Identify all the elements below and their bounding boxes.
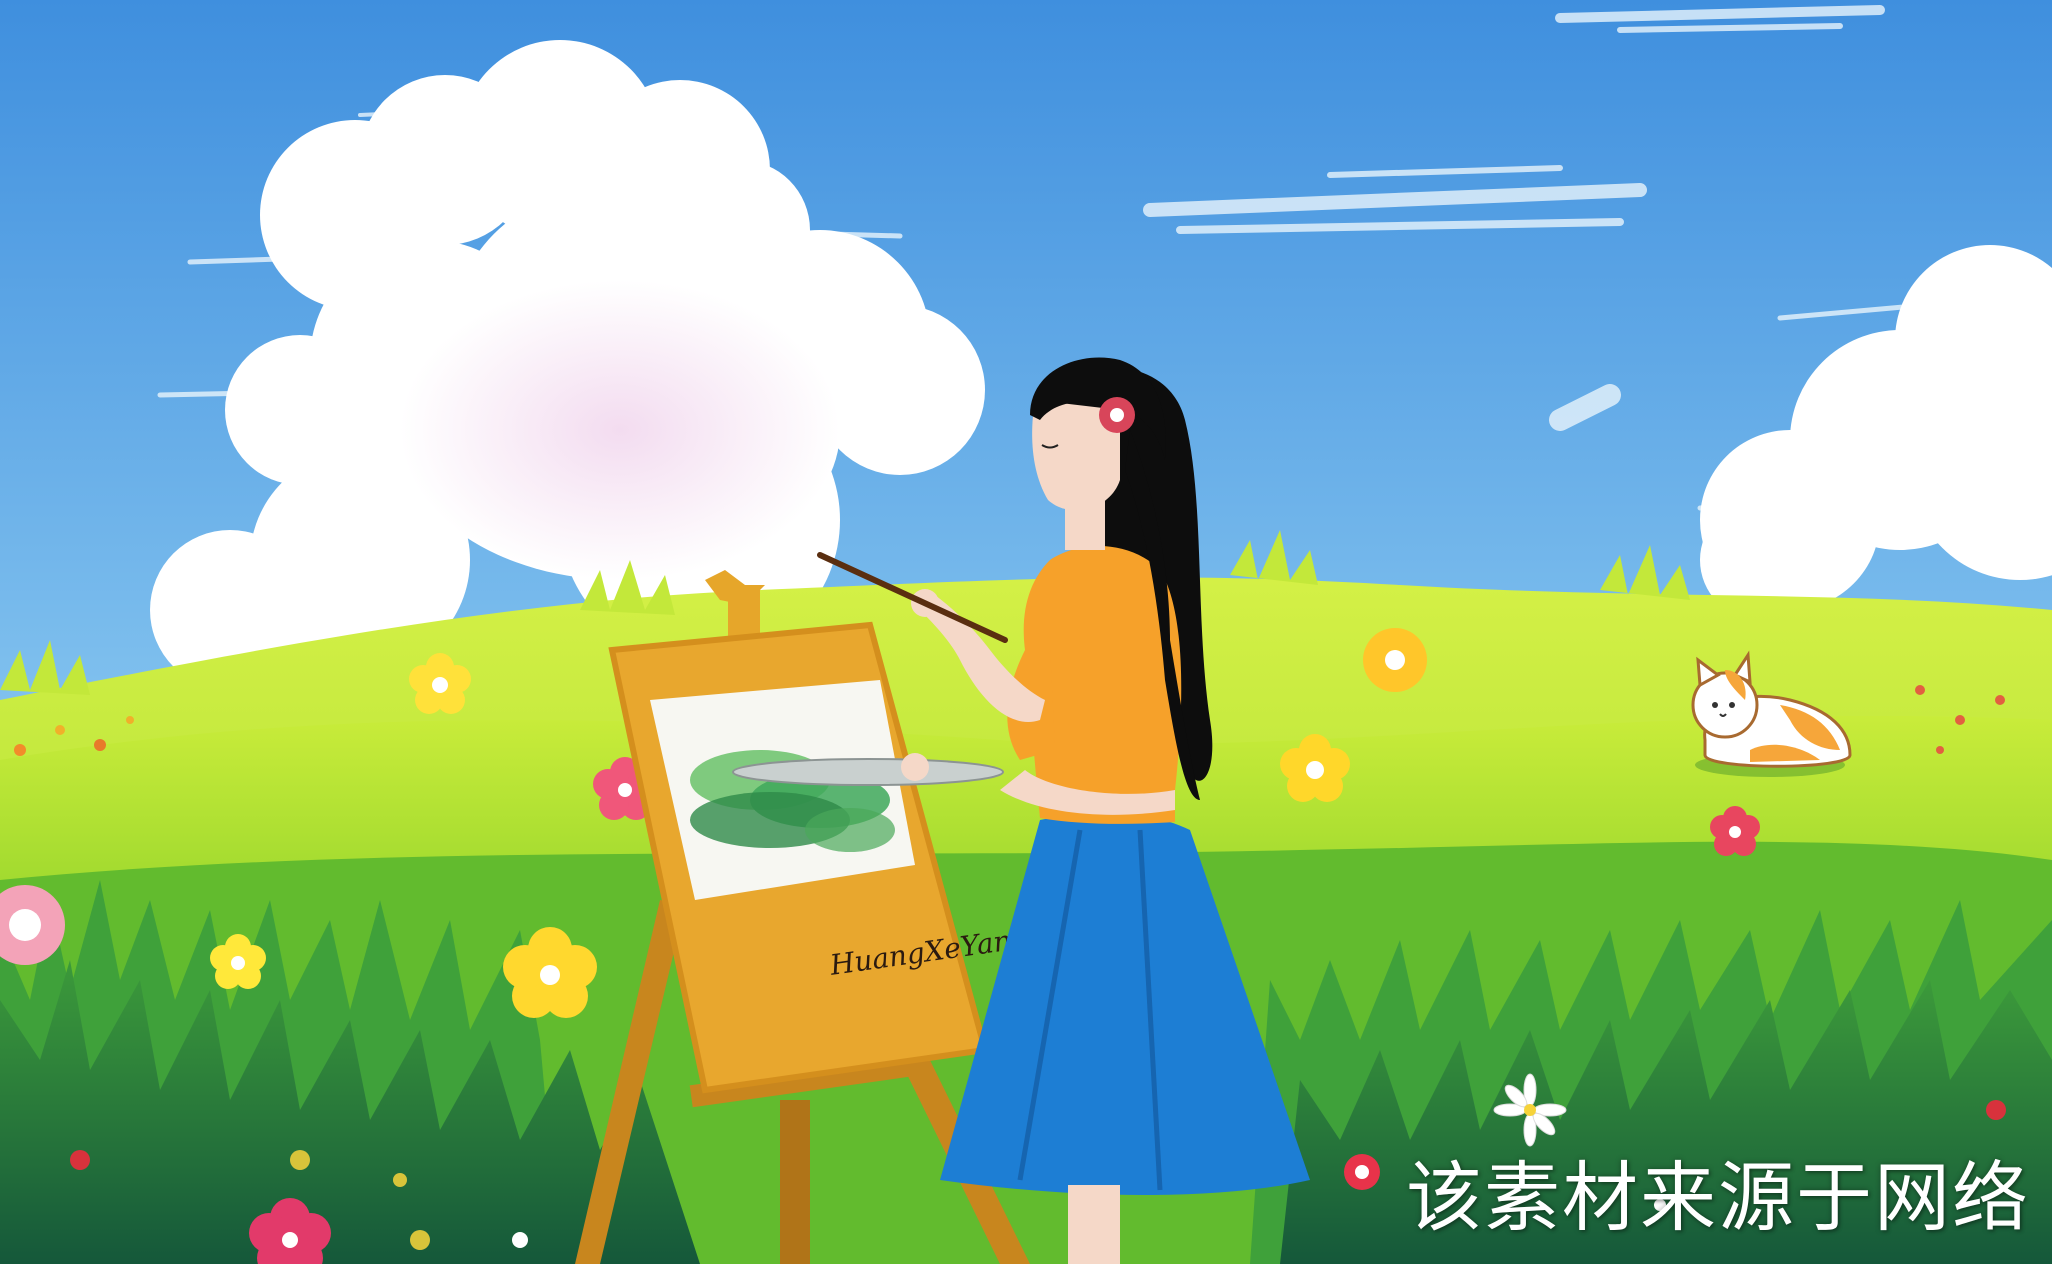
foreground-grass-front xyxy=(0,960,2052,1264)
flower-white xyxy=(1493,1073,1567,1147)
painter-girl xyxy=(732,357,1310,1264)
flower-pink xyxy=(1710,806,1760,856)
flower-yellow xyxy=(1280,734,1350,802)
cloud-left xyxy=(150,40,985,690)
horizon-grass xyxy=(0,530,1690,695)
flower-yellow xyxy=(503,927,597,1018)
flower-yellow xyxy=(409,653,471,714)
cat xyxy=(1691,650,1852,777)
flower-yellow xyxy=(210,934,266,989)
flower-pink xyxy=(249,1198,331,1264)
flower-red xyxy=(1344,1154,1380,1190)
cloud-right xyxy=(1700,245,2052,620)
watermark-text: 该素材来源于网络 xyxy=(1406,1153,2030,1242)
flower-pink xyxy=(0,885,65,965)
flower-yellow xyxy=(1363,628,1427,692)
flower-dots xyxy=(14,685,2006,1250)
